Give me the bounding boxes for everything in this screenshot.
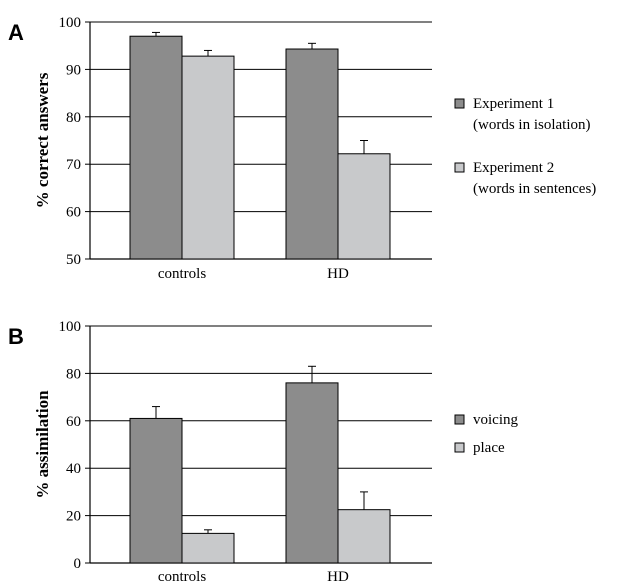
category-label: controls [158, 569, 206, 585]
panel-label: A [8, 20, 24, 45]
legend-swatch [454, 98, 465, 109]
bar [129, 417, 183, 564]
y-tick-label: 60 [66, 414, 81, 430]
y-tick-label: 0 [74, 556, 82, 572]
legend-label: Experiment 1 [473, 96, 554, 112]
y-tick-label: 20 [66, 509, 81, 525]
category-label: HD [327, 569, 349, 585]
legend-label-line2: (words in isolation) [473, 117, 591, 133]
legend-label: place [473, 440, 505, 456]
legend-swatch [454, 162, 465, 173]
bar [337, 509, 391, 564]
y-tick-label: 60 [66, 205, 81, 221]
panel-a: 50 60 70 80 90 100 controls HD % correct answers… [8, 15, 596, 282]
bar [129, 35, 183, 260]
bar [181, 532, 235, 564]
bar [181, 55, 235, 260]
legend-label-line2: (words in sentences) [473, 181, 596, 197]
bar [285, 48, 339, 260]
legend-swatch [454, 414, 465, 425]
y-axis-label: % correct answers [33, 72, 52, 208]
legend-label: voicing [473, 412, 518, 428]
bar [285, 382, 339, 564]
y-tick-label: 80 [66, 366, 81, 382]
y-tick-label: 100 [59, 15, 82, 31]
y-tick-label: 40 [66, 461, 81, 477]
y-tick-label: 80 [66, 110, 81, 126]
panel-label: B [8, 324, 24, 349]
y-tick-label: 70 [66, 157, 81, 173]
legend-swatch [454, 442, 465, 453]
category-label: controls [158, 266, 206, 282]
y-tick-label: 50 [66, 252, 81, 268]
y-tick-label: 100 [59, 319, 82, 335]
category-label: HD [327, 266, 349, 282]
y-tick-label: 90 [66, 62, 81, 78]
y-axis-label: % assimilation [33, 390, 52, 499]
legend-label: Experiment 2 [473, 160, 554, 176]
bar [337, 153, 391, 260]
panel-b: 0 20 40 60 80 100 controls HD % assimilation Bvoi… [8, 319, 518, 585]
